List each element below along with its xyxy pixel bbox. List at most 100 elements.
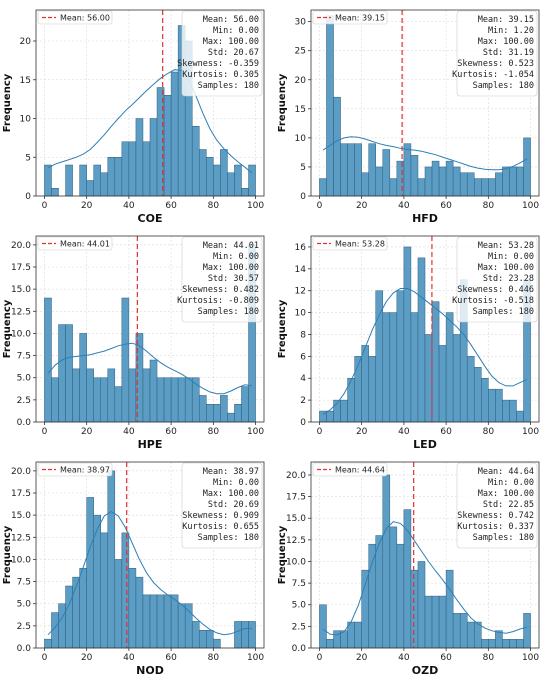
stats-line: Kurtosis: 0.655 bbox=[182, 522, 259, 532]
y-tick-label: 20.0 bbox=[11, 467, 31, 477]
y-tick-label: 17.5 bbox=[11, 263, 31, 273]
y-tick-label: 12.5 bbox=[286, 536, 306, 546]
stats-box bbox=[456, 462, 538, 549]
histogram-bar bbox=[466, 356, 475, 423]
histogram-bar bbox=[431, 301, 440, 423]
y-tick-label: 5 bbox=[25, 153, 31, 163]
histogram-bar bbox=[149, 359, 158, 423]
x-axis-label: OZD bbox=[412, 664, 438, 677]
histogram-bar bbox=[65, 585, 73, 649]
histogram-bar bbox=[516, 639, 524, 649]
histogram-bar bbox=[459, 172, 468, 197]
x-tick-label: 100 bbox=[247, 427, 264, 437]
histogram-bar bbox=[445, 160, 454, 197]
histogram-bar bbox=[128, 141, 137, 197]
y-tick-label: 2.5 bbox=[17, 396, 31, 406]
y-tick-label: 25 bbox=[295, 47, 306, 57]
histogram-bar bbox=[170, 71, 179, 197]
x-tick-label: 0 bbox=[317, 653, 323, 663]
histogram-bar bbox=[93, 164, 101, 197]
histogram-bar bbox=[466, 172, 475, 197]
histogram-bar bbox=[79, 568, 87, 649]
histogram-bar bbox=[142, 594, 151, 649]
y-tick-label: 2 bbox=[300, 396, 306, 406]
legend-box bbox=[37, 462, 113, 477]
stats-line: Max: 100.00 bbox=[478, 263, 534, 273]
histogram-bar bbox=[368, 543, 376, 649]
histogram-bar bbox=[206, 630, 214, 649]
y-tick-label: 0.0 bbox=[17, 418, 32, 428]
histogram-bar bbox=[438, 595, 447, 649]
y-tick-label: 15.0 bbox=[11, 285, 31, 295]
histogram-bar bbox=[191, 621, 200, 649]
histogram-bar bbox=[488, 388, 496, 423]
histogram-bar bbox=[107, 368, 116, 423]
histogram-bar bbox=[354, 621, 362, 649]
histogram-bar bbox=[424, 166, 433, 197]
histogram-bar bbox=[114, 157, 123, 197]
histogram-bar bbox=[213, 638, 221, 649]
histogram-bar bbox=[220, 149, 228, 197]
x-axis-label: LED bbox=[413, 438, 437, 451]
histogram-bar bbox=[382, 312, 391, 423]
x-tick-label: 40 bbox=[398, 201, 410, 211]
stats-line: Mean: 44.64 bbox=[478, 467, 534, 477]
histogram-bar bbox=[410, 155, 419, 197]
histogram-bar bbox=[135, 576, 144, 649]
y-tick-label: 10 bbox=[295, 309, 307, 319]
y-tick-label: 0 bbox=[300, 192, 306, 202]
histogram-bar bbox=[509, 639, 517, 649]
histogram-bar bbox=[170, 594, 179, 649]
stats-line: Std: 22.85 bbox=[483, 500, 534, 510]
stats-line: Skewness: -0.359 bbox=[177, 59, 259, 69]
histogram-panel-nod: 0 20 40 60 80 100 0.0 2.5 5.0 7.5 10.0 12.5 15.0 17.5… bbox=[0, 452, 275, 678]
histogram-panel-hpe: 0 20 40 60 80 100 0.0 2.5 5.0 7.5 10.0 12.5 15.0 17.5… bbox=[0, 226, 275, 452]
stats-line: Std: 20.67 bbox=[208, 48, 259, 58]
histogram-bar bbox=[191, 126, 200, 197]
stats-line: Min: 0.00 bbox=[213, 478, 259, 488]
histogram-bar bbox=[114, 386, 123, 423]
histogram-bar bbox=[396, 290, 405, 423]
y-tick-label: 17.5 bbox=[286, 493, 306, 503]
stats-line: Samples: 180 bbox=[198, 81, 259, 91]
legend-label: Mean: 44.64 bbox=[335, 466, 385, 475]
x-tick-label: 0 bbox=[42, 653, 48, 663]
x-tick-label: 60 bbox=[165, 653, 177, 663]
histogram-bar bbox=[326, 15, 334, 197]
histogram-bar bbox=[516, 410, 524, 423]
y-tick-label: 12.5 bbox=[11, 307, 31, 317]
histogram-bar bbox=[438, 166, 447, 197]
histogram-bar bbox=[417, 257, 426, 423]
histogram-bar bbox=[333, 96, 341, 197]
histogram-bar bbox=[347, 143, 355, 197]
x-axis-label: NOD bbox=[136, 664, 164, 677]
y-tick-label: 16 bbox=[295, 243, 307, 253]
histogram-ozd-svg: 0 20 40 60 80 100 0.0 2.5 5.0 7.5 10.0 12.5 15.0 17.5… bbox=[277, 461, 539, 677]
stats-line: Mean: 56.00 bbox=[203, 15, 259, 25]
histogram-bar bbox=[234, 621, 242, 649]
x-tick-label: 40 bbox=[398, 653, 410, 663]
legend-box bbox=[312, 236, 388, 251]
stats-line: Mean: 44.01 bbox=[203, 241, 259, 251]
y-axis-label: Frequency bbox=[2, 299, 13, 358]
y-axis-label: Frequency bbox=[2, 73, 13, 132]
histogram-bar bbox=[213, 164, 221, 197]
y-tick-label: 0.0 bbox=[17, 644, 32, 654]
stats-box bbox=[181, 236, 263, 323]
histogram-bar bbox=[466, 621, 475, 649]
histogram-bar bbox=[149, 594, 158, 649]
histogram-bar bbox=[44, 164, 52, 197]
y-axis-label: Frequency bbox=[277, 525, 288, 584]
stats-line: Mean: 38.97 bbox=[203, 467, 259, 477]
histogram-bar bbox=[424, 334, 433, 423]
x-tick-label: 80 bbox=[208, 201, 220, 211]
histogram-bar bbox=[44, 297, 52, 423]
y-tick-label: 15.0 bbox=[11, 511, 31, 521]
histogram-bar bbox=[79, 333, 87, 423]
histogram-bar bbox=[199, 395, 207, 423]
x-tick-label: 60 bbox=[165, 201, 177, 211]
histogram-bar bbox=[502, 639, 510, 649]
histogram-bar bbox=[452, 613, 461, 649]
stats-line: Skewness: 0.742 bbox=[457, 511, 534, 521]
histogram-bar bbox=[51, 188, 59, 197]
